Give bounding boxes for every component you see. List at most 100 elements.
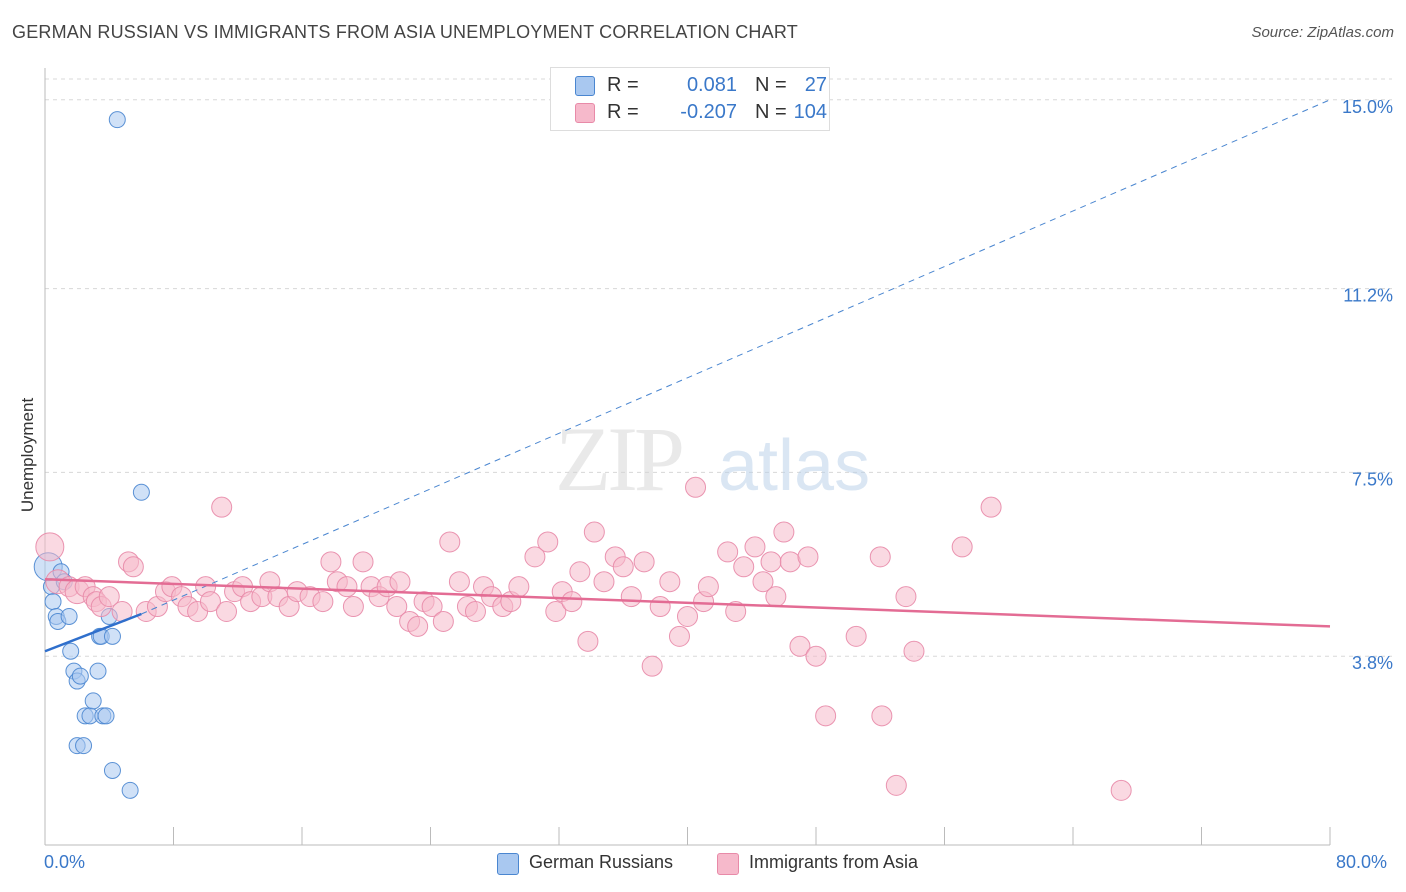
point-immigrants-asia xyxy=(407,615,429,637)
y-axis-label: Unemployment xyxy=(18,397,37,513)
point-german-russians xyxy=(108,111,126,129)
legend-label-german-russians: German Russians xyxy=(529,852,674,872)
legend-swatch-german-russians xyxy=(497,853,519,875)
watermark: ZIP atlas xyxy=(555,408,870,510)
point-immigrants-asia xyxy=(980,496,1002,518)
point-immigrants-asia xyxy=(815,705,837,727)
trend-line-german-russians xyxy=(44,612,142,653)
point-immigrants-asia xyxy=(733,556,755,578)
point-immigrants-asia xyxy=(697,576,719,598)
point-immigrants-asia xyxy=(561,591,583,613)
point-immigrants-asia xyxy=(593,571,615,593)
x-max-label: 80.0% xyxy=(1336,852,1388,872)
point-immigrants-asia xyxy=(885,774,907,796)
chart-title: GERMAN RUSSIAN VS IMMIGRANTS FROM ASIA U… xyxy=(12,22,798,42)
point-german-russians xyxy=(103,761,121,779)
y-tick-label: 15.0% xyxy=(1342,97,1393,117)
source-credit: Source: ZipAtlas.com xyxy=(1251,24,1394,41)
point-german-russians xyxy=(71,667,89,685)
y-axis-label-wrap: Unemployment xyxy=(8,380,48,530)
point-immigrants-asia xyxy=(659,571,681,593)
point-immigrants-asia xyxy=(216,601,238,623)
point-immigrants-asia xyxy=(421,596,443,618)
point-german-russians xyxy=(132,483,150,501)
y-tick-label: 7.5% xyxy=(1352,469,1393,489)
point-immigrants-asia xyxy=(211,496,233,518)
point-immigrants-asia xyxy=(779,551,801,573)
r-value: -0.207 xyxy=(680,101,737,123)
point-immigrants-asia xyxy=(760,551,782,573)
point-german-russians xyxy=(103,627,121,645)
point-immigrants-asia xyxy=(869,546,891,568)
point-immigrants-asia xyxy=(448,571,470,593)
legend-swatch-immigrants-asia xyxy=(717,853,739,875)
point-immigrants-asia xyxy=(951,536,973,558)
point-immigrants-asia xyxy=(336,576,358,598)
point-german-russians xyxy=(75,737,93,755)
point-immigrants-asia xyxy=(612,556,634,578)
point-immigrants-asia xyxy=(389,571,411,593)
point-immigrants-asia xyxy=(508,576,530,598)
point-immigrants-asia xyxy=(752,571,774,593)
point-immigrants-asia xyxy=(620,586,642,608)
r-label: R = xyxy=(607,74,639,96)
point-immigrants-asia xyxy=(789,635,811,657)
point-immigrants-asia xyxy=(320,551,342,573)
y-tick-labels: 3.8% 7.5% 11.2% 15.0% xyxy=(1342,97,1393,673)
point-german-russians xyxy=(62,642,80,660)
legend-swatch-immigrants-asia xyxy=(575,103,595,123)
point-immigrants-asia xyxy=(765,586,787,608)
r-label: R = xyxy=(607,101,639,123)
r-value: 0.081 xyxy=(686,74,737,96)
point-immigrants-asia xyxy=(685,476,707,498)
point-immigrants-asia xyxy=(35,532,65,562)
n-value: 27 xyxy=(804,74,827,96)
y-tick-label: 3.8% xyxy=(1352,653,1393,673)
point-immigrants-asia xyxy=(641,655,663,677)
point-immigrants-asia xyxy=(312,591,334,613)
point-immigrants-asia xyxy=(464,601,486,623)
point-german-russians xyxy=(60,607,78,625)
point-german-russians xyxy=(121,781,139,799)
point-immigrants-asia xyxy=(895,586,917,608)
watermark-atlas: atlas xyxy=(718,426,870,506)
point-immigrants-asia xyxy=(871,705,893,727)
x-min-label: 0.0% xyxy=(44,852,86,872)
n-label: N = xyxy=(755,74,787,96)
point-immigrants-asia xyxy=(717,541,739,563)
point-immigrants-asia xyxy=(386,596,408,618)
point-immigrants-asia xyxy=(545,601,567,623)
point-immigrants-asia xyxy=(773,521,795,543)
point-immigrants-asia xyxy=(583,521,605,543)
axes xyxy=(44,68,1331,846)
point-immigrants-asia xyxy=(98,586,120,608)
point-immigrants-asia xyxy=(633,551,655,573)
point-immigrants-asia xyxy=(845,625,867,647)
point-immigrants-asia xyxy=(439,531,461,553)
point-immigrants-asia xyxy=(903,640,925,662)
point-immigrants-asia xyxy=(524,546,546,568)
trend-line-immigrants-asia xyxy=(44,577,1331,628)
point-immigrants-asia xyxy=(677,605,698,627)
trend-lines xyxy=(44,99,1331,653)
grid-lines xyxy=(45,78,1392,657)
point-immigrants-asia xyxy=(122,556,144,578)
point-immigrants-asia xyxy=(199,591,221,613)
watermark-zip: ZIP xyxy=(555,408,682,510)
point-german-russians xyxy=(97,707,115,725)
point-immigrants-asia xyxy=(668,625,690,647)
point-immigrants-asia xyxy=(569,561,591,583)
n-label: N = xyxy=(755,101,787,123)
legend-swatch-german-russians xyxy=(575,76,595,96)
point-immigrants-asia xyxy=(744,536,766,558)
trend-extension-german-russians xyxy=(141,99,1331,615)
point-german-russians xyxy=(44,593,62,611)
y-tick-label: 11.2% xyxy=(1343,286,1393,306)
legend-label-immigrants-asia: Immigrants from Asia xyxy=(749,852,919,872)
point-immigrants-asia xyxy=(577,630,599,652)
point-immigrants-asia xyxy=(352,551,374,573)
point-immigrants-asia xyxy=(537,531,559,553)
n-value: 104 xyxy=(793,101,827,123)
point-immigrants-asia xyxy=(797,546,819,568)
